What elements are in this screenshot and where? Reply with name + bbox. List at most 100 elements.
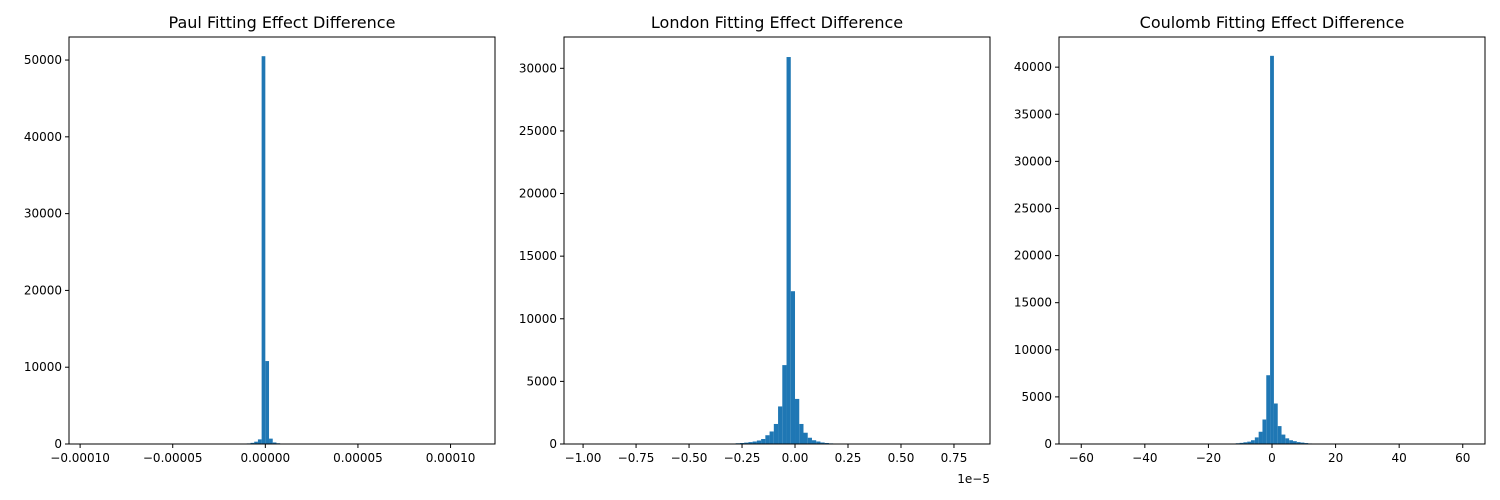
histogram-bar: [1247, 441, 1252, 444]
histogram-bar: [765, 435, 770, 444]
y-tick-label: 0: [549, 437, 557, 451]
histogram-bar: [744, 442, 749, 444]
x-tick-label: −0.00005: [143, 451, 203, 465]
x-tick-label: 0.00010: [426, 451, 476, 465]
histogram-bar: [795, 398, 800, 444]
y-axis-ticks: 0 5000 10000 15000 20000 25000 30000 35000 40000: [1014, 60, 1059, 451]
x-tick-label: −0.25: [724, 451, 761, 465]
histogram-bar: [790, 291, 796, 444]
x-axis-ticks: −1.00 −0.75 −0.50 −0.25 0.00 0.25 0.50 0.75: [565, 444, 968, 465]
y-tick-label: 15000: [1014, 296, 1052, 310]
bars: [718, 57, 846, 444]
x-tick-label: −60: [1069, 451, 1094, 465]
histogram-bar: [1281, 434, 1286, 444]
y-tick-label: 10000: [24, 360, 62, 374]
histogram-bar: [1270, 55, 1274, 445]
y-axis-ticks: 0 5000 10000 15000 20000 25000 30000: [519, 61, 564, 451]
y-tick-label: 20000: [1014, 249, 1052, 263]
y-tick-label: 15000: [519, 249, 557, 263]
y-tick-label: 10000: [519, 312, 557, 326]
histogram-bar: [1296, 442, 1301, 444]
x-tick-label: 0: [1268, 451, 1276, 465]
y-tick-label: 30000: [519, 61, 557, 75]
histogram-bar: [752, 441, 757, 444]
x-tick-label: 20: [1328, 451, 1343, 465]
histogram-bar: [1243, 442, 1248, 444]
histogram-bar: [773, 423, 779, 444]
y-tick-label: 0: [54, 437, 62, 451]
y-tick-label: 20000: [519, 187, 557, 201]
x-tick-label: 0.00: [782, 451, 809, 465]
x-tick-label: −0.75: [618, 451, 655, 465]
histogram-bar: [1262, 419, 1267, 444]
x-tick-label: 0.00000: [241, 451, 291, 465]
x-tick-label: −20: [1196, 451, 1221, 465]
x-tick-label: −0.50: [671, 451, 708, 465]
x-tick-label: −0.00010: [50, 451, 110, 465]
x-tick-label: 0.50: [888, 451, 915, 465]
y-tick-label: 25000: [519, 124, 557, 138]
histogram-bar: [272, 442, 277, 444]
histogram-bar: [778, 406, 783, 444]
histogram-bar: [824, 442, 829, 444]
histogram-bar: [257, 439, 262, 444]
y-tick-label: 40000: [1014, 60, 1052, 74]
y-tick-label: 10000: [1014, 343, 1052, 357]
histogram-bar: [1258, 431, 1263, 444]
histogram-bar: [807, 437, 812, 444]
histogram-bar: [1292, 441, 1297, 444]
axes-frame: [68, 36, 496, 445]
histogram-bar: [748, 442, 753, 444]
x-tick-label: −1.00: [565, 451, 602, 465]
histogram-bar: [782, 365, 787, 444]
panel-london: London Fitting Effect Difference −1.00 −0…: [519, 13, 991, 486]
y-tick-label: 5000: [526, 374, 557, 388]
histogram-bar: [761, 438, 766, 444]
x-axis-ticks: −60 −40 −20 0 20 40 60: [1069, 444, 1470, 465]
x-tick-label: 40: [1392, 451, 1407, 465]
x-tick-label: 0.75: [941, 451, 968, 465]
panel-title: London Fitting Effect Difference: [651, 13, 903, 32]
axes-frame: [563, 36, 991, 445]
panel-title: Paul Fitting Effect Difference: [169, 13, 396, 32]
x-tick-label: 0.00005: [333, 451, 383, 465]
histogram-bar: [739, 442, 745, 444]
y-tick-label: 0: [1044, 437, 1052, 451]
bars: [1224, 55, 1316, 445]
y-tick-label: 40000: [24, 130, 62, 144]
histogram-bar: [269, 438, 273, 444]
y-tick-label: 35000: [1014, 107, 1052, 121]
histogram-bar: [1254, 437, 1259, 444]
y-axis-ticks: 0 10000 20000 30000 40000 50000: [24, 53, 69, 451]
histogram-bar: [1266, 375, 1271, 444]
x-offset-text: 1e−5: [957, 472, 990, 486]
axes-frame: [1058, 36, 1486, 445]
y-tick-label: 5000: [1021, 390, 1052, 404]
histogram-bar: [1251, 440, 1255, 444]
y-tick-label: 30000: [1014, 154, 1052, 168]
y-tick-label: 50000: [24, 53, 62, 67]
histogram-bar: [811, 440, 817, 444]
histogram-bar: [799, 423, 804, 444]
histogram-bar: [816, 441, 821, 444]
y-tick-label: 30000: [24, 207, 62, 221]
x-tick-label: 0.25: [835, 451, 862, 465]
y-tick-label: 25000: [1014, 201, 1052, 215]
histogram-bar: [803, 432, 808, 444]
histogram-bar: [250, 442, 255, 444]
histogram-bar: [769, 431, 774, 444]
histogram-bar: [254, 441, 258, 444]
histogram-bar: [1285, 438, 1290, 444]
panel-title: Coulomb Fitting Effect Difference: [1140, 13, 1405, 32]
histogram-bar: [1277, 426, 1282, 444]
histogram-bar: [1300, 442, 1305, 444]
x-tick-label: 60: [1455, 451, 1470, 465]
panel-paul: Paul Fitting Effect Difference −0.00010 −…: [24, 13, 496, 465]
histogram-bar: [820, 442, 825, 444]
histogram-bar: [756, 440, 762, 444]
y-tick-label: 20000: [24, 283, 62, 297]
histogram-bar: [265, 361, 270, 444]
histogram-bar: [261, 56, 266, 444]
